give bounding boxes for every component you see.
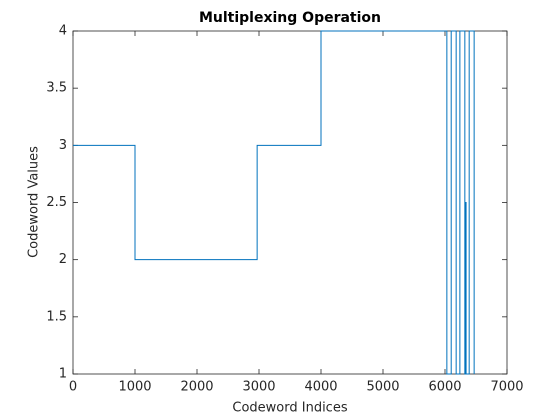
y-tick-label: 1 <box>59 367 67 382</box>
chart-title: Multiplexing Operation <box>199 10 381 26</box>
y-tick-label: 4 <box>59 24 67 39</box>
x-tick-label: 5000 <box>366 380 399 395</box>
y-tick-label: 3 <box>59 138 67 153</box>
y-tick-label: 3.5 <box>46 81 67 96</box>
x-tick-label: 0 <box>69 380 77 395</box>
y-axis-label: Codeword Values <box>27 146 42 258</box>
x-tick-label: 3000 <box>242 380 275 395</box>
x-tick-label: 1000 <box>118 380 151 395</box>
data-line <box>73 30 475 375</box>
plot-box <box>72 30 508 375</box>
x-tick-label: 2000 <box>180 380 213 395</box>
y-tick-label: 2.5 <box>46 195 67 210</box>
y-tick-label: 2 <box>59 252 67 267</box>
x-tick-label: 7000 <box>490 380 523 395</box>
x-tick-label: 4000 <box>304 380 337 395</box>
y-tick-label: 1.5 <box>46 309 67 324</box>
x-tick-label: 6000 <box>428 380 461 395</box>
x-axis-label: Codeword Indices <box>232 401 347 416</box>
